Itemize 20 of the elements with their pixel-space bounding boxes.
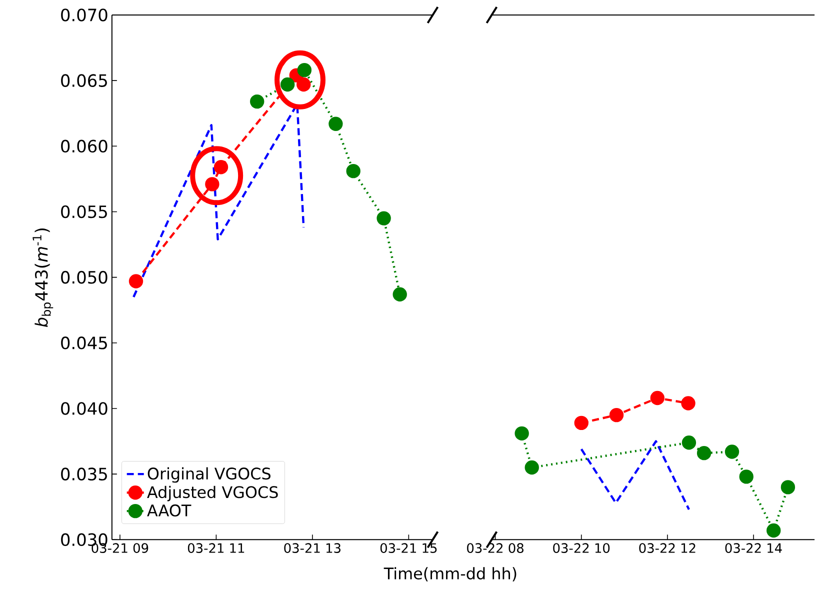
x-tick-label: 03-22 12 <box>639 543 696 554</box>
y-tick-label: 0.060 <box>61 140 108 153</box>
y-axis-title: b$_{bp}$443(m$^{-1}$) <box>32 228 54 328</box>
x-tick-label: 03-21 13 <box>284 543 340 554</box>
legend-label: Adjusted VGOCS <box>147 486 278 502</box>
x-tick-label: 03-22 10 <box>553 543 610 554</box>
y-tick-label: 0.045 <box>61 336 107 350</box>
x-tick-label: 03-21 11 <box>188 543 244 554</box>
x-tick-label: 03-21 15 <box>380 543 437 554</box>
y-tick-label: 0.055 <box>61 206 107 218</box>
y-tick-label: 0.065 <box>61 74 107 88</box>
x-tick-label: 03-22 14 <box>725 543 782 554</box>
y-tick-label: 0.050 <box>61 271 108 284</box>
x-tick-label: 03-22 08 <box>467 543 524 554</box>
legend-label: Original VGOCS <box>148 467 270 483</box>
y-tick-label: 0.035 <box>61 468 107 481</box>
y-tick-label: 0.070 <box>61 8 108 22</box>
y-tick-label: 0.040 <box>61 402 108 416</box>
legend-label: AAOT <box>147 504 192 517</box>
x-axis-title: Time(mm-dd hh) <box>384 567 516 582</box>
